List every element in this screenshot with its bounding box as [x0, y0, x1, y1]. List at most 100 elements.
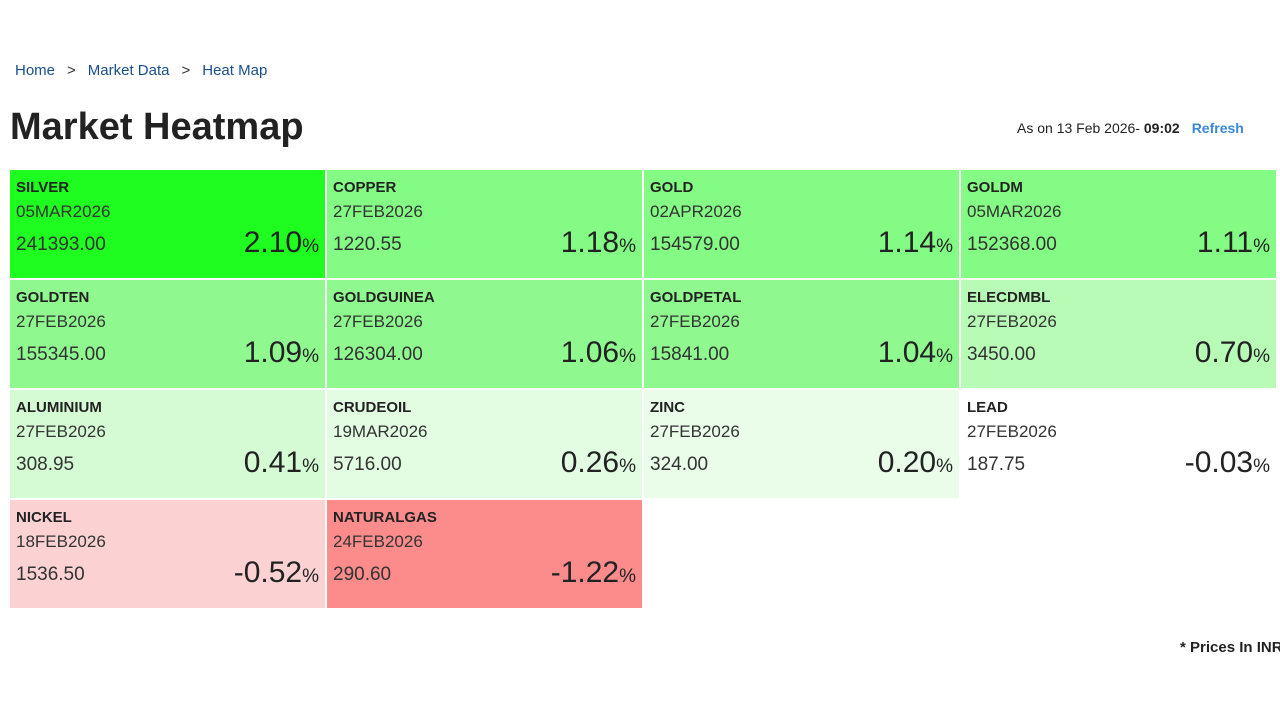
change-unit: % — [1253, 346, 1270, 367]
change: 1.18% — [561, 226, 636, 260]
heatmap-tile[interactable]: GOLDM 05MAR2026 152368.00 1.11% — [961, 170, 1276, 278]
change: 0.26% — [561, 446, 636, 480]
price: 308.95 — [16, 454, 75, 475]
change-value: 0.26 — [560, 446, 620, 479]
change-value: 0.70 — [1194, 336, 1254, 369]
price: 290.60 — [333, 564, 392, 585]
symbol-name: SILVER — [16, 179, 70, 196]
price: 1536.50 — [16, 564, 85, 585]
price: 126304.00 — [333, 344, 423, 365]
symbol-name: GOLDTEN — [16, 289, 90, 306]
breadcrumb-link[interactable]: Market Data — [87, 62, 170, 79]
price: 1220.55 — [333, 234, 402, 255]
heatmap-tile[interactable]: SILVER 05MAR2026 241393.00 2.10% — [10, 170, 325, 278]
change-unit: % — [619, 236, 636, 257]
as-on: As on 13 Feb 2026- 09:02 Refresh — [1017, 120, 1244, 136]
change: 1.06% — [561, 336, 636, 370]
price: 324.00 — [650, 454, 709, 475]
change: 1.14% — [878, 226, 953, 260]
heatmap-tile[interactable]: NICKEL 18FEB2026 1536.50 -0.52% — [10, 500, 325, 608]
symbol-name: NICKEL — [16, 509, 72, 526]
refresh-button[interactable]: Refresh — [1191, 120, 1244, 136]
heatmap-tile[interactable]: GOLDGUINEA 27FEB2026 126304.00 1.06% — [327, 280, 642, 388]
expiry-date: 05MAR2026 — [16, 202, 111, 221]
heatmap-tile[interactable]: ELECDMBL 27FEB2026 3450.00 0.70% — [961, 280, 1276, 388]
change: 1.11% — [1197, 226, 1270, 260]
heatmap-tile[interactable]: ZINC 27FEB2026 324.00 0.20% — [644, 390, 959, 498]
expiry-date: 27FEB2026 — [333, 202, 423, 221]
breadcrumb-separator: > — [181, 62, 191, 79]
breadcrumb-link[interactable]: Heat Map — [202, 62, 268, 79]
heatmap-grid: SILVER 05MAR2026 241393.00 2.10% COPPER 27FEB… — [10, 170, 1280, 608]
change-unit: % — [1253, 236, 1270, 257]
price: 152368.00 — [967, 234, 1057, 255]
symbol-name: COPPER — [333, 179, 397, 196]
change-unit: % — [302, 566, 319, 587]
symbol-name: GOLDPETAL — [650, 289, 742, 306]
change: -1.22% — [551, 556, 636, 590]
change-value: 1.18 — [560, 226, 620, 259]
symbol-name: CRUDEOIL — [333, 399, 412, 416]
change-unit: % — [302, 456, 319, 477]
change: 0.70% — [1195, 336, 1270, 370]
heatmap-tile[interactable]: GOLDTEN 27FEB2026 155345.00 1.09% — [10, 280, 325, 388]
change-unit: % — [302, 346, 319, 367]
change: 0.41% — [244, 446, 319, 480]
heatmap-tile[interactable]: GOLDPETAL 27FEB2026 15841.00 1.04% — [644, 280, 959, 388]
symbol-name: GOLDGUINEA — [333, 289, 435, 306]
expiry-date: 24FEB2026 — [333, 532, 423, 551]
symbol-name: ALUMINIUM — [16, 399, 102, 416]
change-value: 0.41 — [243, 446, 303, 479]
change: -0.52% — [234, 556, 319, 590]
symbol-name: ELECDMBL — [967, 289, 1051, 306]
change-value: 1.14 — [877, 226, 937, 259]
change-value: 2.10 — [243, 226, 303, 259]
change: 1.09% — [244, 336, 319, 370]
change-value: -0.52 — [233, 556, 303, 589]
expiry-date: 27FEB2026 — [650, 312, 740, 331]
expiry-date: 27FEB2026 — [16, 422, 106, 441]
change-unit: % — [619, 566, 636, 587]
expiry-date: 27FEB2026 — [333, 312, 423, 331]
change-value: 0.20 — [877, 446, 937, 479]
change-unit: % — [936, 346, 953, 367]
breadcrumb-link[interactable]: Home — [15, 62, 56, 79]
footnote: * Prices In INR — [1180, 639, 1280, 656]
symbol-name: NATURALGAS — [333, 509, 437, 526]
symbol-name: LEAD — [967, 399, 1008, 416]
price: 3450.00 — [967, 344, 1036, 365]
expiry-date: 18FEB2026 — [16, 532, 106, 551]
price: 241393.00 — [16, 234, 106, 255]
as-on-time: 09:02 — [1143, 120, 1180, 136]
expiry-date: 27FEB2026 — [967, 422, 1057, 441]
page-title: Market Heatmap — [10, 106, 304, 148]
change-value: 1.11 — [1196, 226, 1254, 259]
heatmap-tile[interactable]: NATURALGAS 24FEB2026 290.60 -1.22% — [327, 500, 642, 608]
change: -0.03% — [1185, 446, 1270, 480]
change: 0.20% — [878, 446, 953, 480]
expiry-date: 02APR2026 — [650, 202, 742, 221]
change-value: 1.04 — [877, 336, 937, 369]
heatmap-tile[interactable]: COPPER 27FEB2026 1220.55 1.18% — [327, 170, 642, 278]
heatmap-tile[interactable]: LEAD 27FEB2026 187.75 -0.03% — [961, 390, 1276, 498]
price: 5716.00 — [333, 454, 402, 475]
expiry-date: 05MAR2026 — [967, 202, 1062, 221]
change-value: -0.03 — [1184, 446, 1254, 479]
change-unit: % — [302, 236, 319, 257]
change: 1.04% — [878, 336, 953, 370]
price: 154579.00 — [650, 234, 740, 255]
expiry-date: 27FEB2026 — [650, 422, 740, 441]
heatmap-tile[interactable]: GOLD 02APR2026 154579.00 1.14% — [644, 170, 959, 278]
change-unit: % — [936, 236, 953, 257]
heatmap-tile[interactable]: CRUDEOIL 19MAR2026 5716.00 0.26% — [327, 390, 642, 498]
price: 187.75 — [967, 454, 1026, 475]
heatmap-tile[interactable]: ALUMINIUM 27FEB2026 308.95 0.41% — [10, 390, 325, 498]
change-value: 1.09 — [243, 336, 303, 369]
change-value: -1.22 — [550, 556, 620, 589]
change-unit: % — [619, 456, 636, 477]
change: 2.10% — [244, 226, 319, 260]
symbol-name: ZINC — [650, 399, 685, 416]
expiry-date: 19MAR2026 — [333, 422, 428, 441]
